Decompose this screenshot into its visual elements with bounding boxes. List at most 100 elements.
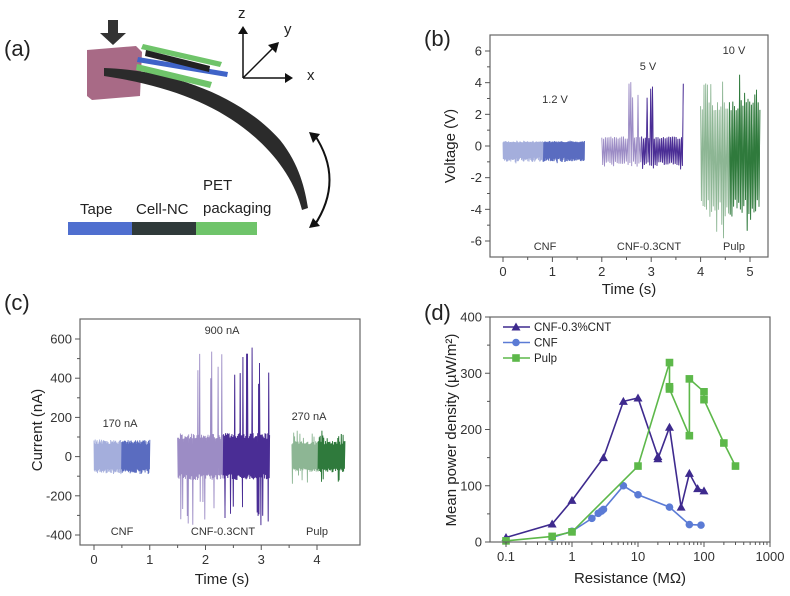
peak-label: 270 nA xyxy=(292,411,328,423)
axis-z-label: z xyxy=(238,5,246,22)
x-tick-label: 0 xyxy=(90,552,97,567)
data-point-square xyxy=(502,537,510,545)
data-point-circle xyxy=(619,481,628,490)
y-axis-label: Mean power density (µW/m²) xyxy=(443,334,460,527)
segment-label: CNF-0.3CNT xyxy=(191,526,255,538)
x-tick-label: 1 xyxy=(568,549,575,564)
legend-label: CNF-0.3%CNT xyxy=(534,322,611,334)
y-axis-label: Current (nA) xyxy=(29,389,46,472)
data-point-triangle xyxy=(653,454,663,463)
y-tick-label: 0 xyxy=(475,535,482,550)
data-point-square xyxy=(700,388,708,396)
x-tick-label: 5 xyxy=(746,264,753,279)
panel-label-b: (b) xyxy=(424,26,451,51)
x-tick-label: 3 xyxy=(648,264,655,279)
x-tick-label: 4 xyxy=(313,552,320,567)
y-axis-label: Voltage (V) xyxy=(442,109,459,183)
y-tick-label: -400 xyxy=(46,528,72,543)
data-point-square xyxy=(685,431,694,440)
peak-label: 170 nA xyxy=(103,418,139,430)
data-point-triangle xyxy=(664,422,674,431)
data-point-triangle xyxy=(598,453,608,462)
x-tick-label: 10 xyxy=(631,549,645,564)
legend-cellnc-swatch xyxy=(132,222,196,235)
peak-label: 5 V xyxy=(640,61,657,73)
data-point-triangle xyxy=(676,502,686,511)
press-arrow-icon xyxy=(100,20,126,45)
legend-tape-swatch xyxy=(68,222,132,235)
plot-frame xyxy=(79,318,361,546)
data-point-square xyxy=(731,462,740,470)
legend-pet-label-2: packaging xyxy=(203,200,271,217)
segment-label: Pulp xyxy=(306,526,328,538)
peak-label: 900 nA xyxy=(205,325,241,337)
y-tick-label: -6 xyxy=(470,234,482,249)
y-tick-label: 400 xyxy=(460,310,482,325)
trace-CNF-overlay xyxy=(121,439,151,475)
series-line-CNF-0.3%CNT xyxy=(505,397,705,539)
cantilever-beam xyxy=(104,68,308,210)
x-tick-label: 0 xyxy=(499,264,506,279)
data-point-triangle xyxy=(684,468,694,477)
x-tick-label: 2 xyxy=(202,552,209,567)
data-point-circle xyxy=(697,521,705,529)
bending-arrow-icon xyxy=(313,133,331,227)
data-point-square xyxy=(700,395,708,404)
data-point-circle xyxy=(588,514,596,523)
sensor-stack xyxy=(136,44,228,88)
data-point-square xyxy=(568,528,576,536)
legend-pet-label-1: PET xyxy=(203,177,232,194)
y-tick-label: 300 xyxy=(460,366,482,381)
data-point-square xyxy=(720,439,728,447)
panel-label-c: (c) xyxy=(4,290,30,315)
legend-tape-label: Tape xyxy=(80,201,113,218)
x-tick-label: 2 xyxy=(598,264,605,279)
panel-a: (a) z y x Tape Cell-NC PET packaging xyxy=(4,5,331,235)
charts: 1.2 V CNF 5 V CNF-0.3CNT 10 V Pulp 0 1 2 3 4 5 -6 -4 -… xyxy=(29,34,784,588)
y-tick-label: 2 xyxy=(475,107,482,122)
legend-pet-swatch xyxy=(196,222,257,235)
legend-square-icon xyxy=(512,354,520,362)
y-tick-label: 0 xyxy=(475,139,482,154)
y-tick-label: 6 xyxy=(475,44,482,59)
data-point-triangle xyxy=(699,486,709,495)
segment-label: CNF-0.3CNT xyxy=(617,241,681,253)
data-point-circle xyxy=(685,520,694,529)
y-tick-label: 0 xyxy=(65,449,72,464)
data-point-triangle xyxy=(618,396,628,405)
y-tick-label: 200 xyxy=(460,422,482,437)
data-point-square xyxy=(665,385,674,393)
x-tick-label: 0.1 xyxy=(497,549,515,564)
plot-frame xyxy=(489,316,771,543)
data-point-circle xyxy=(665,503,674,511)
x-tick-label: 100 xyxy=(693,549,715,564)
chart-b: 1.2 V CNF 5 V CNF-0.3CNT 10 V Pulp 0 1 2 3 4 5 -6 -4 -… xyxy=(442,34,769,298)
y-tick-label: 600 xyxy=(50,332,72,347)
trace-Pulp-overlay xyxy=(317,430,346,482)
data-point-square xyxy=(685,375,694,383)
trace-CNF-overlay xyxy=(542,140,585,164)
y-tick-label: 100 xyxy=(460,478,482,493)
data-point-square xyxy=(548,532,556,541)
data-point-circle xyxy=(634,490,642,499)
x-axis-label: Time (s) xyxy=(195,571,249,588)
y-tick-label: -200 xyxy=(46,488,72,503)
x-tick-label: 1 xyxy=(146,552,153,567)
x-tick-label: 3 xyxy=(258,552,265,567)
x-tick-label: 4 xyxy=(697,264,704,279)
x-tick-label: 1 xyxy=(549,264,556,279)
x-axis-label: Resistance (MΩ) xyxy=(574,570,686,587)
y-tick-label: -4 xyxy=(470,202,482,217)
x-axis-label: Time (s) xyxy=(602,281,656,298)
chart-d: 0.1 1 10 100 1000 0 100 200 300 400 Resistance (MΩ… xyxy=(443,310,784,588)
data-point-triangle xyxy=(547,519,557,528)
axis-x-label: x xyxy=(307,67,315,84)
data-point-circle xyxy=(599,505,608,514)
panel-label-d: (d) xyxy=(424,300,451,325)
panel-label-a: (a) xyxy=(4,36,31,61)
y-tick-label: 400 xyxy=(50,371,72,386)
peak-label: 10 V xyxy=(723,45,746,57)
legend-circle-icon xyxy=(512,338,520,347)
chart-c: 170 nA CNF 900 nA CNF-0.3CNT 270 nA Pulp 0 1 2 3 4… xyxy=(29,318,361,588)
